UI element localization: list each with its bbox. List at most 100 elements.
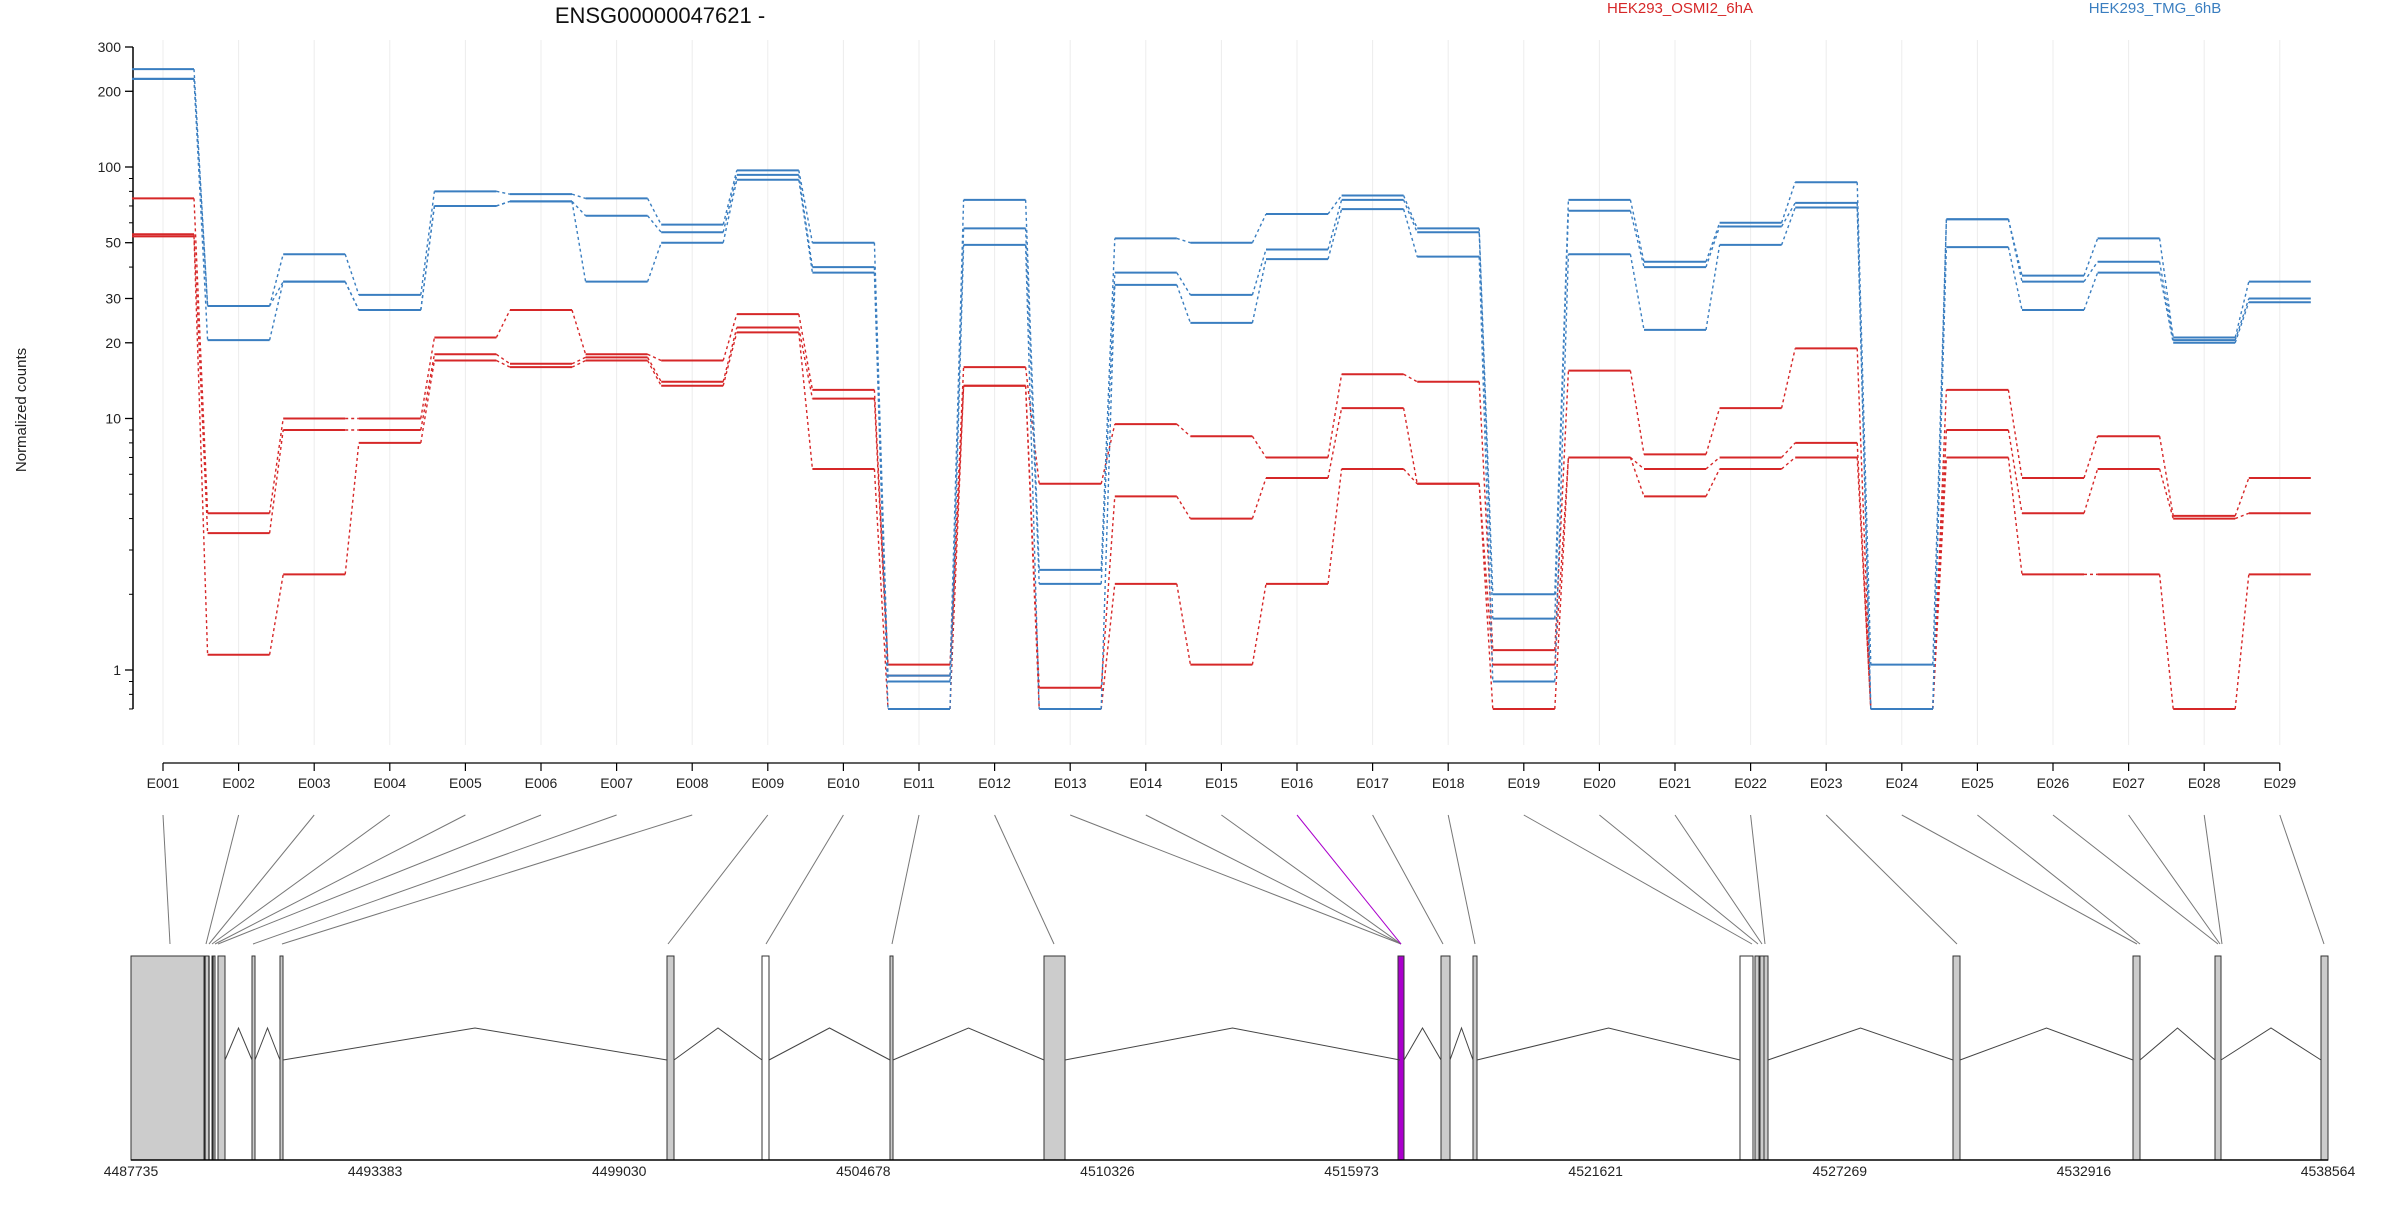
- series-2-connector: [344, 442, 360, 575]
- series-0-connector: [1327, 374, 1343, 458]
- gene-coordinate-label: 4493383: [348, 1163, 403, 1179]
- connector-E023: [1825, 814, 1958, 945]
- gene-coordinate-label: 4487735: [104, 1163, 159, 1179]
- intron-line: [1476, 1027, 1741, 1061]
- exon-box: [1754, 955, 1760, 1161]
- series-4-connector: [2158, 261, 2174, 341]
- connector-E015: [1221, 814, 1402, 945]
- x-tick-label-E026: E026: [2037, 775, 2070, 791]
- series-5-connector: [1100, 284, 1116, 709]
- exon-box: [217, 955, 226, 1161]
- legend-entry-tmg: HEK293_TMG_6hB: [2089, 0, 2222, 17]
- series-5-connector: [1176, 284, 1192, 324]
- connector-E013: [1070, 814, 1402, 945]
- x-tick-label-E013: E013: [1054, 775, 1087, 791]
- x-tick-label-E020: E020: [1583, 775, 1616, 791]
- series-2-connector: [2007, 457, 2023, 575]
- series-1-connector: [1402, 407, 1418, 484]
- intron-line: [673, 1027, 763, 1061]
- y-tick-label: 50: [105, 235, 121, 251]
- series-4-connector: [1251, 249, 1267, 296]
- exon-box: [1440, 955, 1451, 1161]
- series-1-connector: [1554, 457, 1570, 665]
- series-0-connector: [1705, 407, 1721, 455]
- series-3-connector: [2007, 219, 2023, 276]
- x-tick-label-E007: E007: [600, 775, 633, 791]
- series-3-connector: [798, 170, 814, 243]
- series-4-connector: [2007, 219, 2023, 282]
- x-tick-label-E025: E025: [1961, 775, 1994, 791]
- chart-title: ENSG00000047621 -: [555, 3, 765, 28]
- series-5-connector: [1327, 208, 1343, 260]
- series-3-connector: [496, 190, 511, 195]
- gene-coordinate-label: 4504678: [836, 1163, 891, 1179]
- series-2-connector: [1100, 583, 1116, 710]
- series-3-connector: [1478, 228, 1494, 595]
- series-4-connector: [268, 281, 284, 341]
- series-4-connector: [1327, 199, 1343, 250]
- x-tick-label-E019: E019: [1507, 775, 1540, 791]
- exon-box: [130, 955, 205, 1161]
- connector-E018: [1447, 814, 1476, 945]
- y-tick-label: 20: [105, 335, 121, 351]
- series-2-connector: [2158, 574, 2174, 710]
- x-tick-label-E015: E015: [1205, 775, 1238, 791]
- gene-coordinate-label: 4499030: [592, 1163, 647, 1179]
- series-5-connector: [268, 281, 284, 307]
- connector-E024: [1901, 814, 2138, 945]
- series-3-connector: [1856, 182, 1872, 665]
- series-2-connector: [646, 360, 662, 387]
- series-3-connector: [2234, 281, 2250, 338]
- exon-box: [1759, 955, 1765, 1161]
- series-1-connector: [798, 327, 814, 399]
- series-2: [132, 235, 2311, 710]
- series-0-connector: [495, 309, 511, 338]
- intron-line: [282, 1027, 668, 1061]
- series-2-connector: [1478, 483, 1494, 710]
- series-4-connector: [798, 174, 814, 268]
- x-tick-label-E023: E023: [1810, 775, 1843, 791]
- series-5-connector: [1629, 254, 1645, 331]
- series-1-connector: [2158, 468, 2174, 519]
- series-0-connector: [722, 313, 738, 361]
- exon-box: [1952, 955, 1961, 1161]
- connector-E012: [994, 814, 1055, 945]
- connector-E001: [162, 814, 171, 945]
- series-3-connector: [1780, 181, 1796, 224]
- series-5-connector: [1402, 208, 1418, 257]
- series-4-connector: [1554, 210, 1570, 619]
- series-3-connector: [1176, 237, 1191, 244]
- series-3-connector: [1932, 219, 1948, 665]
- series-0-connector: [2234, 477, 2250, 517]
- series-2-connector: [1629, 457, 1645, 497]
- series-5-connector: [496, 200, 511, 207]
- series-1-connector: [873, 398, 889, 676]
- gene-coordinate-label: 4532916: [2057, 1163, 2112, 1179]
- intron-line: [224, 1026, 253, 1061]
- series-5-connector: [193, 78, 209, 307]
- series-4-connector: [193, 78, 209, 341]
- series-layer: [132, 68, 2311, 710]
- series-5-connector: [798, 179, 814, 273]
- series-2-connector: [1781, 456, 1796, 470]
- series-1-connector: [1932, 429, 1948, 709]
- intron-line: [2220, 1027, 2322, 1061]
- series-5-connector: [722, 179, 738, 243]
- series-3-connector: [1629, 199, 1645, 262]
- series-4-connector: [1629, 210, 1645, 268]
- intron-line: [1064, 1027, 1401, 1061]
- x-tick-label-E022: E022: [1734, 775, 1767, 791]
- gene-coordinate-label: 4515973: [1324, 1163, 1379, 1179]
- series-1-connector: [1705, 456, 1721, 470]
- series-3-connector: [1554, 199, 1570, 595]
- series-2-connector: [1327, 468, 1343, 584]
- series-5-connector: [949, 244, 965, 709]
- series-5-connector: [1554, 254, 1570, 682]
- series-5-connector: [1251, 259, 1267, 324]
- series-0-connector: [1629, 370, 1645, 455]
- series-4-connector: [2234, 298, 2250, 341]
- connector-E006: [217, 814, 542, 945]
- intron-line: [892, 1027, 1045, 1061]
- connector-E029: [2279, 814, 2325, 945]
